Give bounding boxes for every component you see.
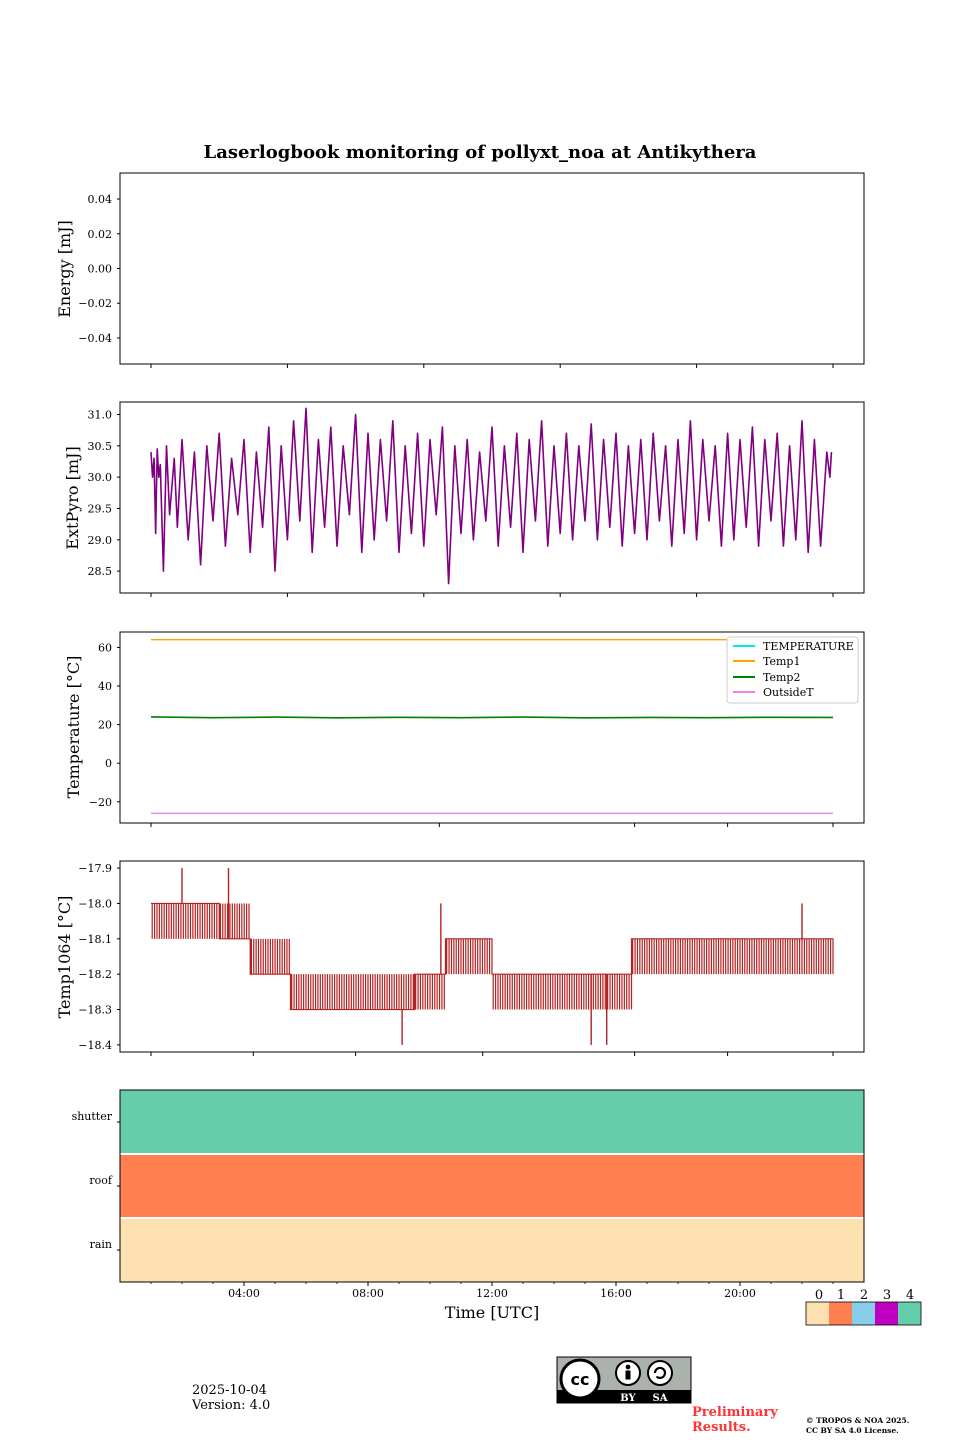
status-label-shutter: shutter [72,1110,113,1123]
cc-sa-label: SA [653,1393,668,1404]
extpyro-panel: 28.5 29.0 29.5 30.0 30.5 31.0 ExtPyro [mJ] [63,401,865,597]
temperature-ylabel: Temperature [°C] [64,656,83,799]
extpyro-series-line [150,407,833,585]
cc-by-label: BY [620,1393,636,1404]
cc-license-badge: cc BY SA [556,1356,692,1404]
ytick-label: 30.5 [88,440,113,453]
energy-ylabel: Energy [mJ] [55,220,74,318]
ytick-label: 40 [98,680,112,693]
ytick-label: 29.0 [88,534,113,547]
energy-axes [119,172,865,365]
ytick-label: 60 [98,641,112,654]
date-label: 2025-10-04 [192,1383,267,1398]
ytick-label: −0.02 [78,297,112,310]
status-label-roof: roof [89,1174,113,1187]
colorbar-tick-4: 4 [906,1288,914,1303]
ytick-label: 31.0 [88,409,113,422]
colorbar-tick-1: 1 [837,1288,845,1303]
xtick-label: 16:00 [600,1287,632,1300]
ytick-label: 0 [105,757,112,770]
temperature-legend: TEMPERATURE Temp1 Temp2 OutsideT [726,636,859,704]
status-row-shutter [120,1090,864,1153]
status-row-rain [120,1219,864,1282]
colorbar-cell-0 [806,1302,829,1325]
ytick-label: 20 [98,719,112,732]
energy-panel: −0.04 −0.02 0.00 0.02 0.04 Energy [mJ] [55,172,865,368]
ytick-label: −20 [89,796,112,809]
colorbar-cell-1 [829,1302,852,1325]
colorbar-cell-2 [852,1302,875,1325]
temp1064-panel: −18.4 −18.3 −18.2 −18.1 −18.0 −17.9 Temp1064 … [55,860,865,1056]
ytick-label: 0.04 [88,193,113,206]
legend-label-temp2: Temp2 [763,671,800,684]
x-axis-label: Time [UTC] [445,1303,539,1322]
extpyro-ylabel: ExtPyro [mJ] [63,446,82,549]
ytick-label: −0.04 [78,332,112,345]
legend-label-temp1: Temp1 [763,655,800,668]
copyright-line-2: CC BY SA 4.0 License. [806,1426,899,1435]
ytick-label: −18.3 [78,1004,112,1017]
temp1064-axes [119,860,865,1053]
version-label: Version: 4.0 [192,1398,271,1413]
extpyro-axes [119,401,865,594]
status-row-roof [120,1155,864,1217]
colorbar-tick-0: 0 [815,1288,823,1303]
temp1064-series-line [151,902,834,1011]
status-colorbar: 0 1 2 3 4 [805,1288,922,1326]
xtick-label: 08:00 [352,1287,384,1300]
temp2-series-line [150,716,834,719]
colorbar-tick-3: 3 [883,1288,891,1303]
xtick-label: 20:00 [724,1287,756,1300]
colorbar-tick-2: 2 [860,1288,868,1303]
ytick-label: −18.0 [78,897,112,910]
svg-text:cc: cc [571,1370,590,1389]
copyright-line-1: © TROPOS & NOA 2025. [806,1416,910,1425]
status-label-rain: rain [90,1238,112,1251]
ytick-label: 28.5 [88,565,113,578]
chart-title: Laserlogbook monitoring of pollyxt_noa a… [204,142,757,163]
status-panel: shutter roof rain 04:00 08:00 12:00 16:00 20… [72,1089,865,1322]
sa-icon [647,1360,673,1386]
ytick-label: 29.5 [88,502,113,515]
ytick-label: 0.00 [88,263,113,276]
cc-icon [559,1358,601,1400]
legend-label-temperature: TEMPERATURE [763,640,854,653]
ytick-label: −18.1 [78,933,112,946]
colorbar-cell-3 [875,1302,898,1325]
ytick-label: −18.2 [78,968,112,981]
ytick-label: −18.4 [78,1039,112,1052]
temp1064-ylabel: Temp1064 [°C] [55,896,74,1019]
temperature-panel: −20 0 20 40 60 Temperature [°C] TEMPERATURE … [64,631,865,827]
preliminary-results-label: Preliminary Results. [692,1405,778,1435]
legend-label-outsidet: OutsideT [763,686,814,699]
colorbar-cell-4 [898,1302,921,1325]
xtick-label: 04:00 [228,1287,260,1300]
ytick-label: 0.02 [88,228,113,241]
ytick-label: −17.9 [78,862,112,875]
xtick-label: 12:00 [476,1287,508,1300]
ytick-label: 30.0 [88,471,113,484]
temperature-axes [119,631,865,824]
